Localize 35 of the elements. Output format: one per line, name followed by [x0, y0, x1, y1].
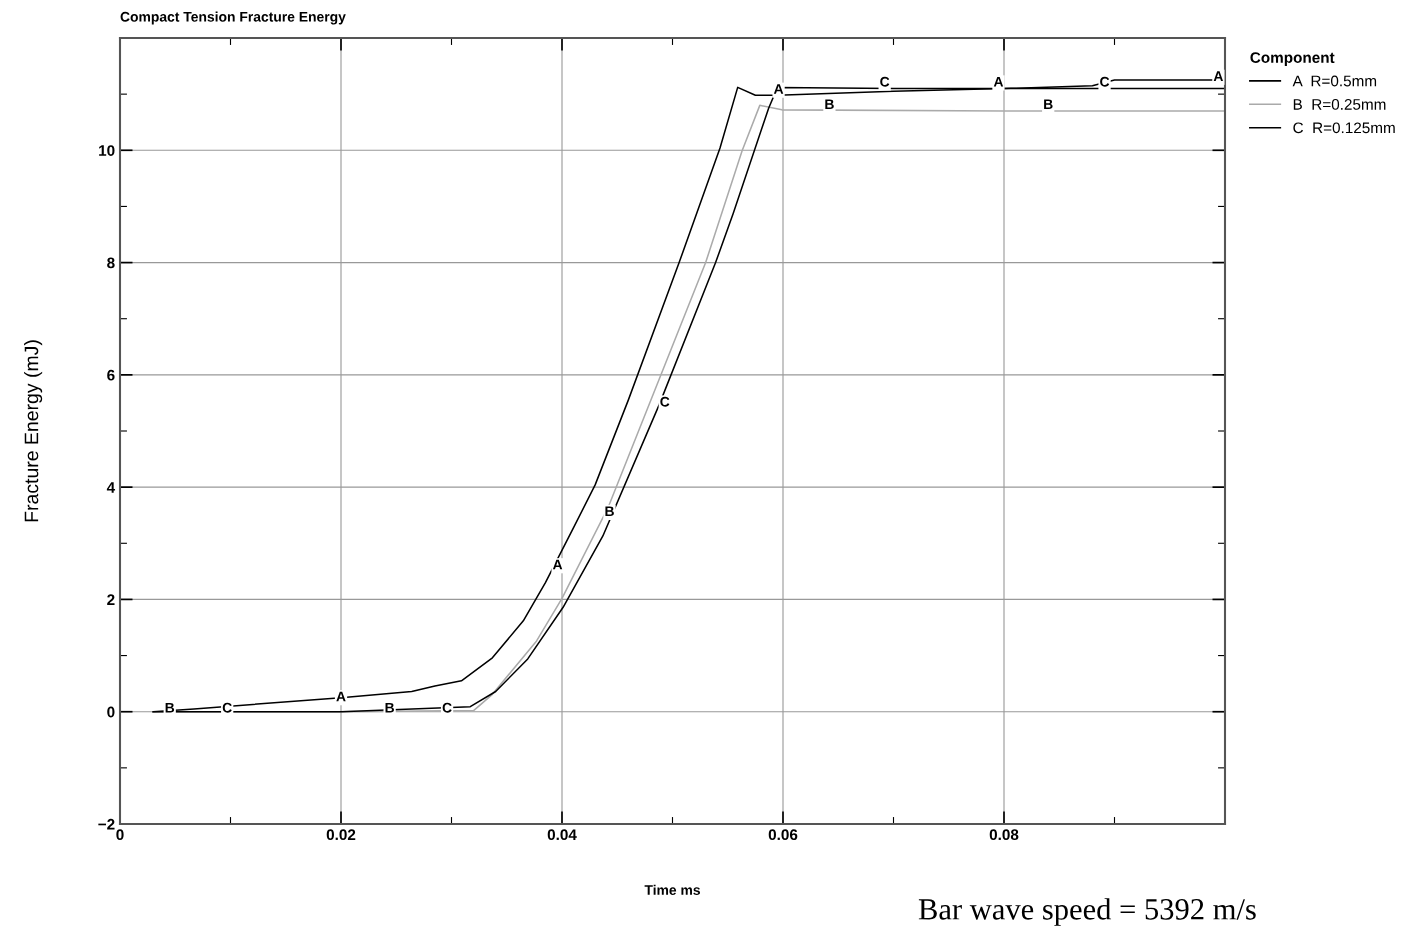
annotation: A — [552, 559, 563, 570]
legend-title: Component — [1250, 52, 1335, 66]
y-tick-label: 8 — [107, 257, 115, 269]
y-tick-label: 10 — [99, 145, 115, 156]
annotation: C — [660, 396, 670, 407]
annotation: B — [605, 506, 614, 516]
annotation: C — [880, 76, 890, 87]
x-tick-label: 0.08 — [989, 829, 1019, 841]
y-tick-label: −2 — [98, 818, 115, 830]
y-tick-label: 4 — [106, 482, 116, 493]
y-tick-label: 2 — [107, 594, 115, 605]
annotation: A — [336, 691, 346, 702]
y-tick-label: 6 — [107, 369, 115, 381]
x-tick-label: 0.02 — [326, 829, 356, 841]
annotation: A — [993, 76, 1004, 87]
legend-label: B R=0.25mm — [1293, 98, 1386, 110]
legend-label: C R=0.125mm — [1293, 122, 1395, 134]
annotation: B — [385, 702, 394, 713]
x-tick-label: 0.04 — [547, 829, 577, 841]
annotation: C — [222, 702, 232, 713]
y-tick-label: 0 — [107, 706, 115, 718]
chart-title: Compact Tension Fracture Energy — [120, 11, 346, 25]
annotation: C — [1100, 76, 1110, 87]
legend-label: A R=0.5mm — [1292, 75, 1377, 87]
annotation: A — [773, 84, 784, 94]
annotation: B — [1044, 99, 1053, 109]
annotation: A — [1213, 71, 1224, 81]
annotation: B — [165, 702, 175, 713]
x-tick-label: 0.06 — [768, 829, 798, 841]
x-tick-label: 0 — [116, 829, 124, 841]
x-axis-title: Time ms — [644, 884, 700, 895]
text: Bar wave speed = 5392 m/s — [918, 898, 1256, 926]
annotation: B — [825, 99, 834, 109]
y-axis-title: Fracture Energy (mJ) — [24, 340, 43, 522]
annotation: C — [442, 702, 452, 713]
